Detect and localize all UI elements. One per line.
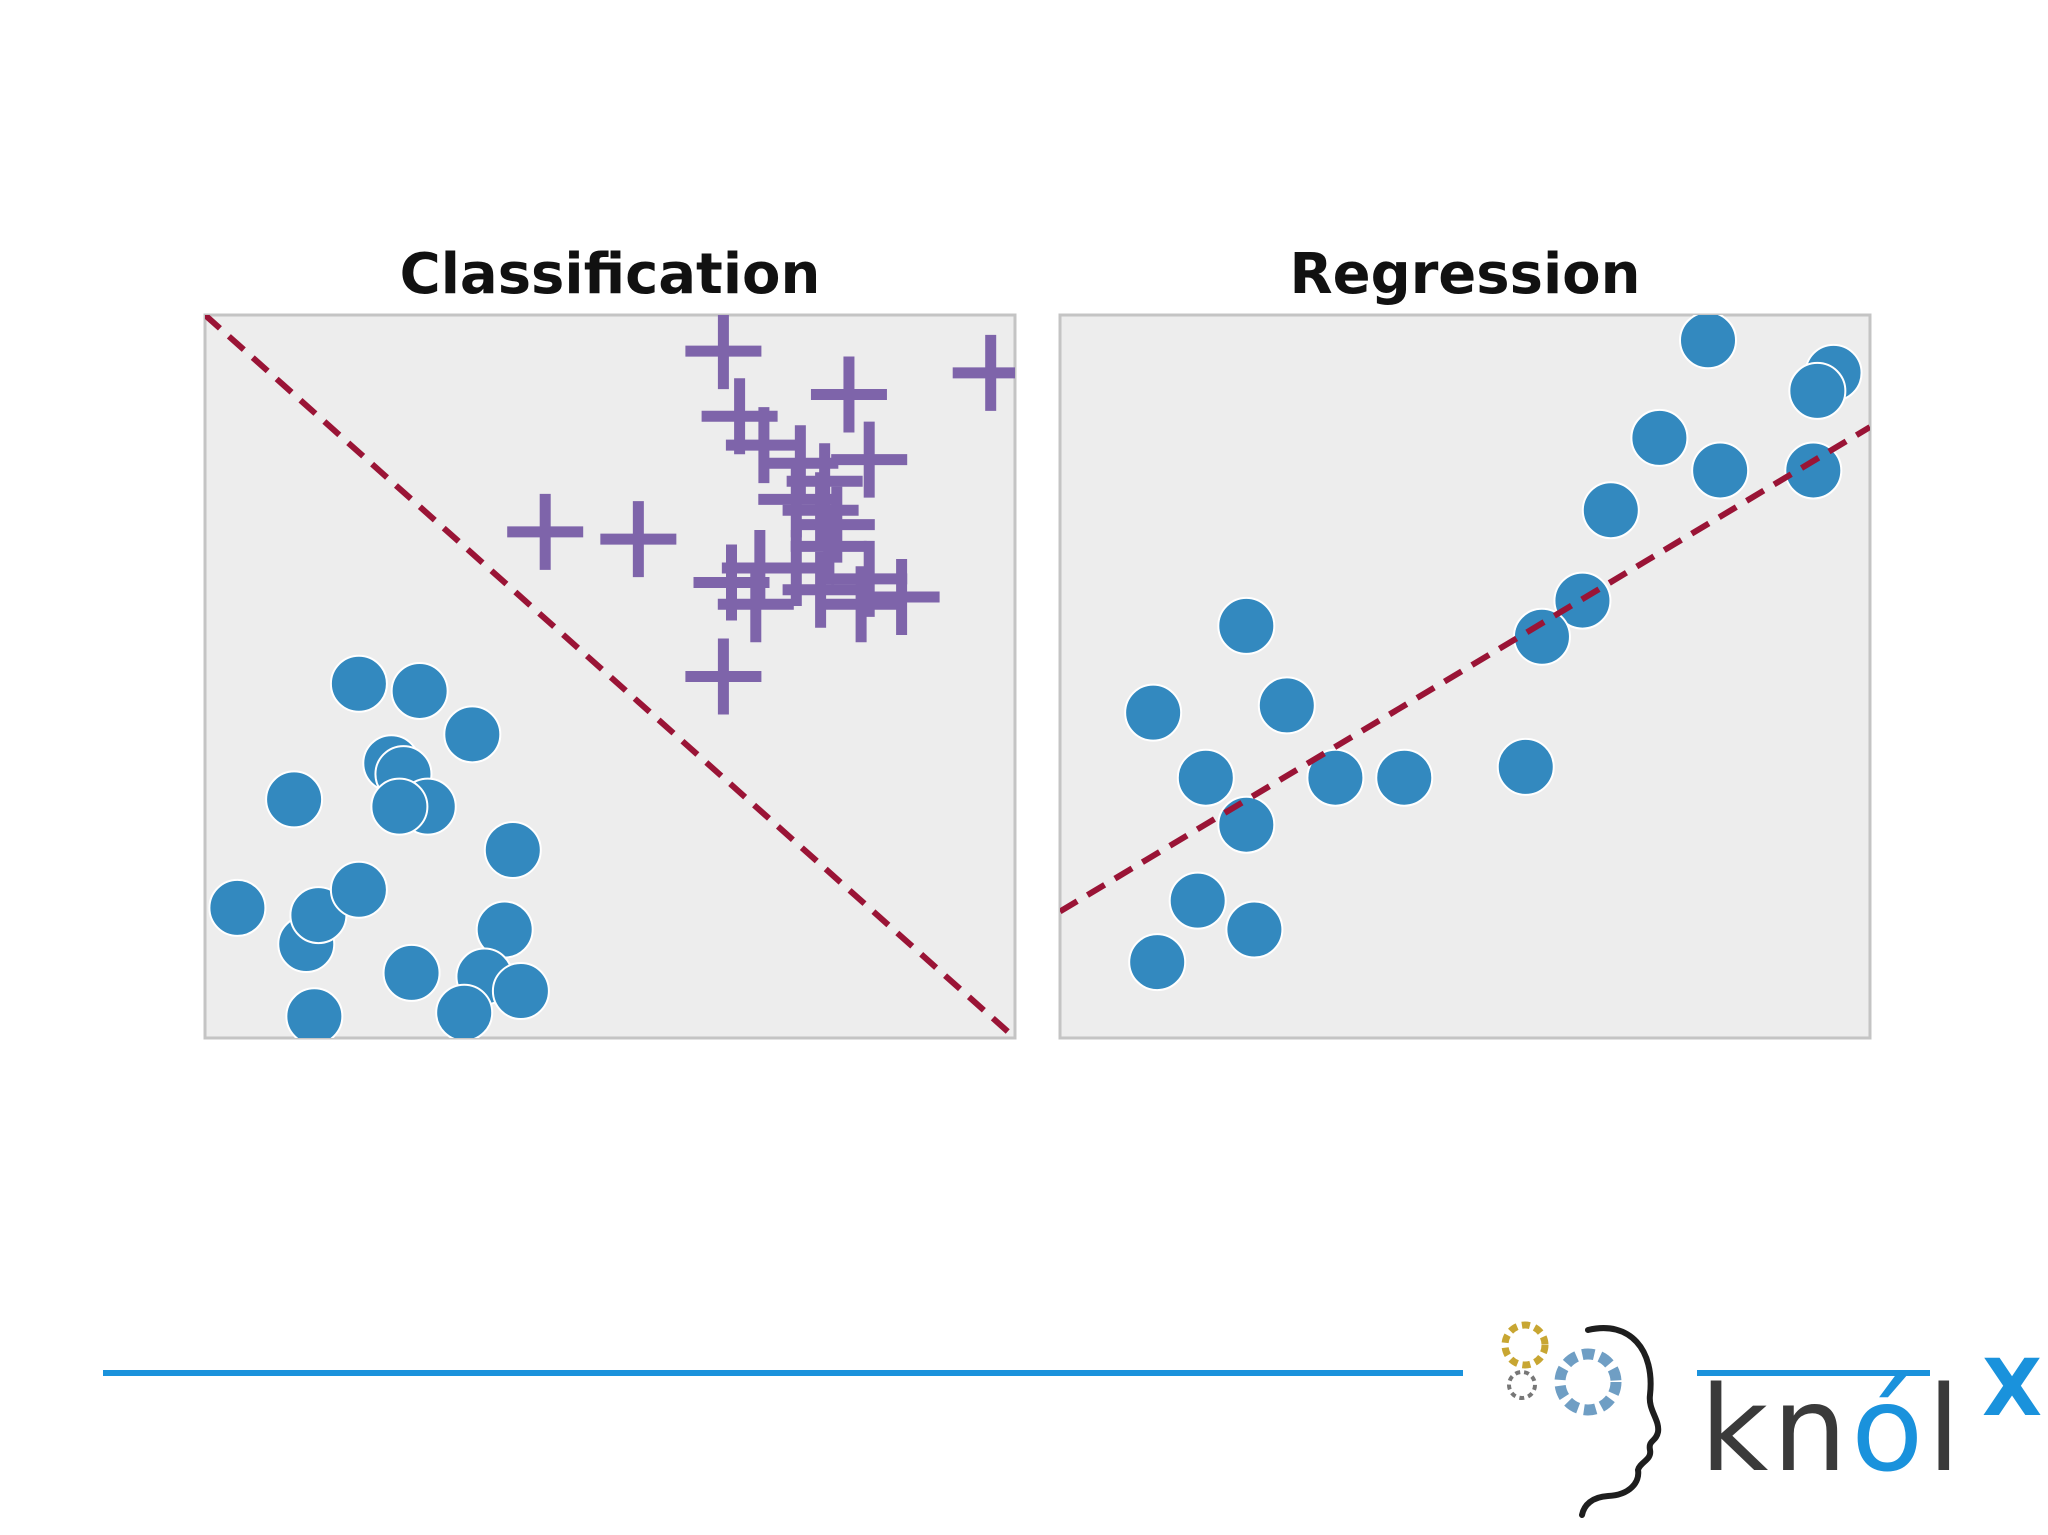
footer-divider-right bbox=[1697, 1370, 1930, 1376]
regression-circle-point bbox=[1306, 748, 1365, 807]
regression-circle-point bbox=[1679, 315, 1737, 370]
classification-plus-point bbox=[685, 638, 762, 715]
regression-circle-point bbox=[1496, 737, 1555, 796]
classification-plus-point bbox=[507, 493, 584, 570]
regression-circle-point bbox=[1788, 361, 1847, 420]
classification-plus-point bbox=[810, 356, 887, 433]
classification-plus-point bbox=[782, 472, 859, 549]
classification-marks bbox=[205, 315, 1015, 1038]
gold-gear-icon bbox=[1501, 1321, 1549, 1369]
regression-plot-area bbox=[1058, 313, 1872, 1040]
classification-circle-point bbox=[329, 654, 388, 713]
classification-plus-point bbox=[600, 501, 677, 578]
regression-circle-point bbox=[1553, 571, 1612, 630]
small-gray-gear-icon bbox=[1507, 1370, 1537, 1400]
classification-plus-point bbox=[823, 566, 900, 643]
classification-circle-point bbox=[390, 661, 449, 720]
regression-circle-point bbox=[1630, 408, 1689, 467]
classification-plus-point bbox=[717, 566, 794, 643]
classification-circle-point bbox=[382, 943, 441, 1002]
knolx-logo: knól X bbox=[1480, 1310, 2043, 1535]
regression-title: Regression bbox=[1289, 242, 1641, 307]
regression-circle-point bbox=[1225, 900, 1284, 959]
classification-circle-point bbox=[329, 860, 388, 919]
classification-plus-point bbox=[782, 551, 859, 628]
regression-circle-point bbox=[1217, 596, 1276, 655]
brand-superscript: X bbox=[1982, 1344, 2043, 1434]
regression-circle-point bbox=[1581, 481, 1640, 540]
regression-fit-line bbox=[1060, 424, 1870, 915]
classification-plus-point bbox=[685, 315, 762, 390]
decision-boundary-line bbox=[205, 315, 1015, 1038]
classification-circle-point bbox=[491, 962, 550, 1021]
classification-circle-point bbox=[443, 705, 502, 764]
regression-circle-point bbox=[1124, 683, 1183, 742]
regression-marks bbox=[1060, 315, 1870, 992]
classification-circle-point bbox=[483, 821, 542, 880]
regression-circle-point bbox=[1375, 748, 1434, 807]
regression-circle-point bbox=[1257, 676, 1316, 735]
regression-circle-point bbox=[1691, 441, 1750, 500]
regression-circle-point bbox=[1512, 607, 1571, 666]
classification-circle-point bbox=[265, 770, 324, 829]
classification-title: Classification bbox=[399, 242, 821, 307]
classification-circle-point bbox=[435, 983, 494, 1038]
regression-circle-point bbox=[1128, 933, 1187, 992]
classification-plus-point bbox=[831, 421, 908, 498]
footer-divider-left bbox=[103, 1370, 1463, 1376]
regression-circle-point bbox=[1168, 871, 1227, 930]
head-gears-icon bbox=[1501, 1321, 1662, 1518]
regression-circle-point bbox=[1217, 795, 1276, 854]
classification-plus-point bbox=[952, 334, 1015, 411]
brand-wordmark: knól bbox=[1700, 1360, 1965, 1498]
regression-circle-point bbox=[1176, 748, 1235, 807]
blue-gear-icon bbox=[1554, 1348, 1622, 1416]
classification-circle-point bbox=[208, 878, 267, 937]
classification-plus-point bbox=[863, 558, 940, 635]
classification-plus-point bbox=[725, 407, 802, 484]
classification-circle-point bbox=[285, 987, 344, 1038]
classification-circle-point bbox=[370, 777, 429, 836]
head-profile-icon bbox=[1579, 1325, 1662, 1518]
regression-circle-point bbox=[1784, 441, 1843, 500]
